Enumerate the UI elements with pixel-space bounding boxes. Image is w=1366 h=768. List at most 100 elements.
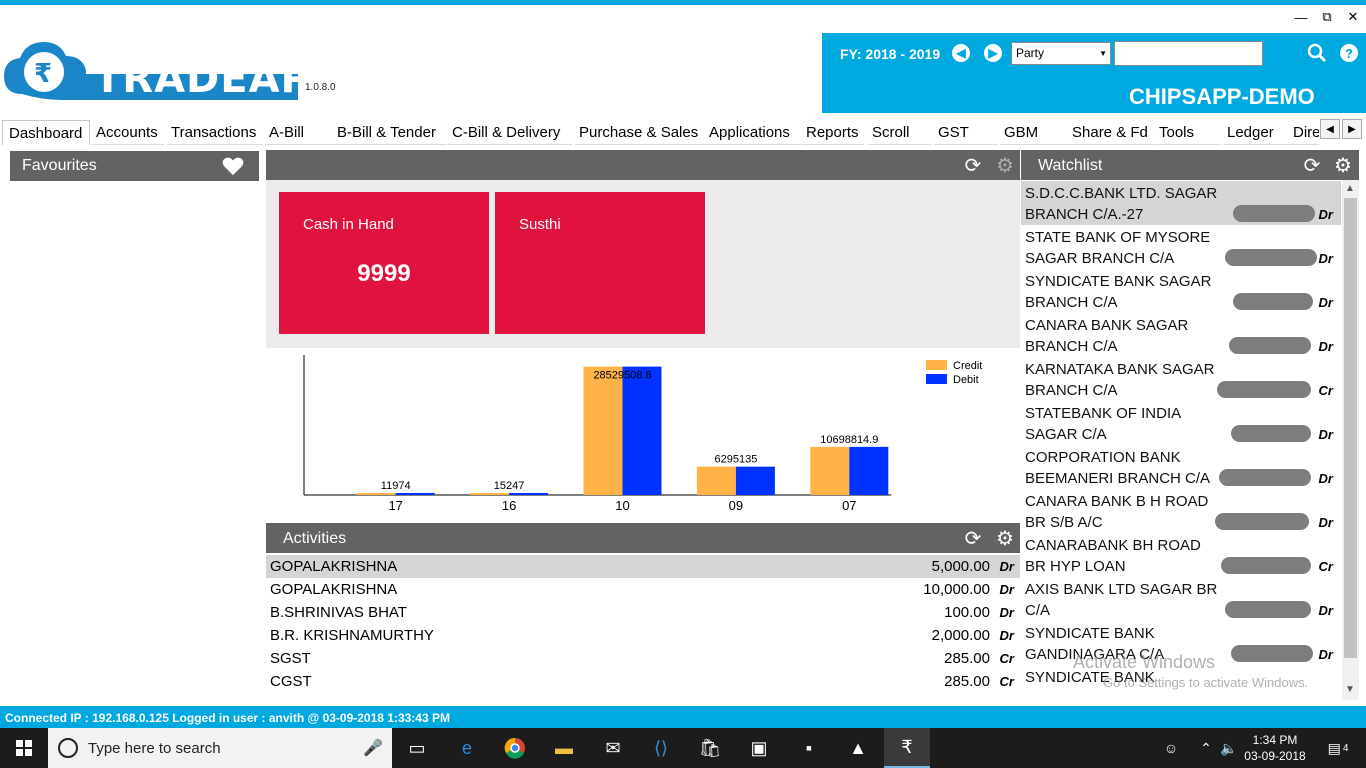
activity-row[interactable]: SGST 285.00 Cr [266,647,1020,670]
activity-row[interactable]: CGST 285.00 Cr [266,670,1020,693]
watchlist-item[interactable]: STATEBANK OF INDIA SAGAR C/A Dr [1021,401,1341,445]
tab-transactions[interactable]: Transactions [167,120,263,145]
tabs-scroll-right-icon[interactable]: ▶ [1342,119,1362,139]
watchlist-title: Watchlist [1038,157,1103,174]
prev-year-icon[interactable]: ◀ [952,44,970,62]
watchlist-scrollbar[interactable]: ▲ ▼ [1342,180,1359,700]
chart-bar-credit [696,466,736,495]
search-icon[interactable] [1306,42,1328,64]
activity-party: B.R. KRISHNAMURTHY [270,627,434,644]
tabs-scroll-left-icon[interactable]: ◀ [1320,119,1340,139]
scroll-down-icon[interactable]: ▼ [1345,684,1355,695]
chart-x-tick-label: 10 [615,498,629,513]
tile-cash-in-hand[interactable]: Cash in Hand 9999 [279,192,489,334]
tab-purchase-sales[interactable]: Purchase & Sales [575,120,705,145]
tab-dire[interactable]: Dire [1289,120,1319,145]
tab-ledger[interactable]: Ledger [1223,120,1289,145]
help-icon[interactable]: ? [1338,42,1360,64]
watchlist-item[interactable]: KARNATAKA BANK SAGAR BRANCH C/A Cr [1021,357,1341,401]
window-controls: — ⧉ ✕ [1288,5,1366,29]
watchlist-dc: Dr [1318,471,1333,486]
watchlist-dc: Cr [1318,383,1333,398]
tab-gbm[interactable]: GBM [1000,120,1068,145]
refresh-icon[interactable]: ⟳ [964,154,982,177]
photos-icon[interactable]: ▲ [849,737,867,758]
watermark-line2: Go to Settings to activate Windows. [1103,675,1309,690]
watchlist-item[interactable]: SYNDICATE BANK SAGAR BRANCH C/A Dr [1021,269,1341,313]
refresh-icon[interactable]: ⟳ [964,527,982,550]
next-year-icon[interactable]: ▶ [984,44,1002,62]
heart-icon[interactable] [222,155,244,177]
chart-bar-debit [395,493,435,495]
tile-susthi[interactable]: Susthi [495,192,705,334]
watchlist-dc: Dr [1318,339,1333,354]
title-bar-strip [0,0,1366,5]
mail-icon[interactable]: ✉ [605,737,621,758]
logo-text: TRADEAPP [94,56,342,102]
store-icon[interactable]: 🛍 [698,737,722,758]
activity-row[interactable]: B.R. KRISHNAMURTHY 2,000.00 Dr [266,624,1020,647]
tab-tools[interactable]: Tools [1155,120,1221,145]
windows-start-icon[interactable] [0,728,48,768]
watchlist-item[interactable]: AXIS BANK LTD SAGAR BR C/A Dr [1021,577,1341,621]
tab-accounts[interactable]: Accounts [92,120,164,145]
tab-c-bill-delivery[interactable]: C-Bill & Delivery [448,120,572,145]
command-prompt-icon[interactable]: ▣ [750,737,768,758]
task-view-icon[interactable]: ▭ [408,737,426,758]
watchlist-item[interactable]: STATE BANK OF MYSORE SAGAR BRANCH C/A Dr [1021,225,1341,269]
activity-amount: 285.00 [944,650,990,667]
watchlist-item[interactable]: SYNDICATE BANK GANDINAGAR SBDr [1021,665,1341,684]
watchlist-item[interactable]: CORPORATION BANK BEEMANERI BRANCH C/A Dr [1021,445,1341,489]
scrollbar-thumb[interactable] [1344,198,1357,658]
company-name: CHIPSAPP-DEMO [1129,84,1315,109]
tab-dashboard[interactable]: Dashboard [2,120,90,145]
watchlist-dc: Dr [1318,515,1333,530]
gear-icon[interactable]: ⚙ [996,154,1014,177]
tab-a-bill[interactable]: A-Bill [265,120,333,145]
activity-row[interactable]: B.SHRINIVAS BHAT 100.00 Dr [266,601,1020,624]
minimize-button[interactable]: — [1294,9,1308,25]
activity-row[interactable]: GOPALAKRISHNA 5,000.00 Dr [266,555,1020,578]
notification-icon[interactable]: ▤ 4 [1327,739,1349,756]
watchlist-item[interactable]: SYNDICATE BANK GANDINAGARA C/A Dr [1021,621,1341,665]
tab-gst[interactable]: GST [934,120,998,145]
watchlist-account-name: CANARA BANK SAGAR BRANCH C/A [1025,317,1189,355]
refresh-icon[interactable]: ⟳ [1303,154,1321,177]
microphone-icon[interactable]: 🎤 [363,740,383,757]
restore-button[interactable]: ⧉ [1322,9,1332,24]
windows-taskbar: Type here to search 🎤 ▭ e ▬ ✉ ⟨⟩ 🛍 ▣ ▪ ▲… [0,728,1366,768]
scroll-up-icon[interactable]: ▲ [1345,183,1355,194]
watchlist-item[interactable]: S.D.C.C.BANK LTD. SAGAR BRANCH C/A.-27 Dr [1021,181,1341,225]
taskbar-clock[interactable]: 1:34 PM 03-09-2018 [1240,732,1310,764]
file-explorer-icon[interactable]: ▬ [555,737,573,758]
close-button[interactable]: ✕ [1347,9,1359,24]
status-bar: Connected IP : 192.168.0.125 Logged in u… [0,706,1366,728]
people-icon[interactable]: ☺ [1163,740,1179,756]
activity-row[interactable]: GOPALAKRISHNA 10,000.00 Dr [266,578,1020,601]
chrome-icon[interactable] [492,728,538,768]
gear-icon[interactable]: ⚙ [1334,154,1352,177]
tab-b-bill-tender[interactable]: B-Bill & Tender [333,120,447,145]
watchlist-item[interactable]: CANARA BANK SAGAR BRANCH C/A Dr [1021,313,1341,357]
tab-applications[interactable]: Applications [705,120,801,145]
activity-dc: Cr [999,674,1014,689]
tab-scroll[interactable]: Scroll [868,120,932,145]
tab-share-fd[interactable]: Share & Fd [1068,120,1154,145]
tab-reports[interactable]: Reports [802,120,864,145]
sticky-notes-icon[interactable]: ▪ [805,737,813,758]
chart-bar-credit [583,366,623,495]
tradeapp-taskbar-icon[interactable]: ₹ [884,728,930,768]
party-type-select[interactable]: Party ▼ [1011,42,1111,65]
tray-chevron-up-icon[interactable]: ⌃ [1200,739,1212,756]
watchlist-item[interactable]: CANARA BANK B H ROAD BR S/B A/C Dr [1021,489,1341,533]
visual-studio-code-icon[interactable]: ⟨⟩ [653,737,669,758]
activity-party: GOPALAKRISHNA [270,581,398,598]
taskbar-search-box[interactable]: Type here to search 🎤 [48,728,392,768]
gear-icon[interactable]: ⚙ [996,527,1014,550]
volume-icon[interactable]: 🔈 [1220,739,1238,756]
tile-label: Susthi [519,216,561,233]
watchlist-item[interactable]: CANARABANK BH ROAD BR HYP LOAN Cr [1021,533,1341,577]
edge-browser-icon[interactable]: e [461,737,472,758]
watchlist-account-name: AXIS BANK LTD SAGAR BR C/A [1025,581,1218,619]
party-search-input[interactable] [1114,41,1263,66]
